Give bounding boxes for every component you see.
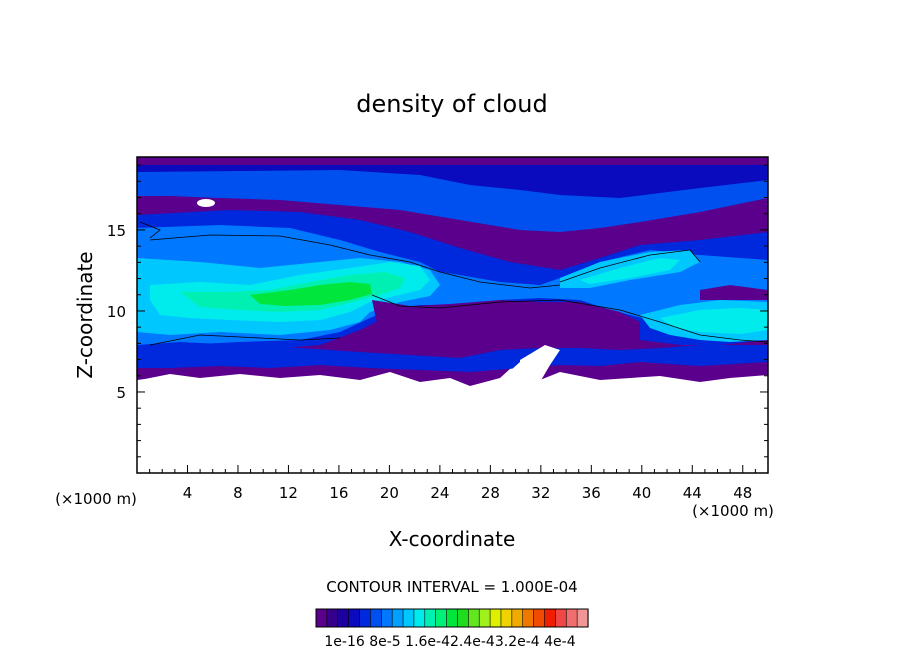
x-tick-label: 28 — [481, 484, 500, 502]
x-axis: 4 8 12 16 20 24 28 32 36 40 44 48 — [149, 465, 756, 502]
colorbar-swatch — [522, 608, 535, 628]
x-tick-label: 32 — [531, 484, 550, 502]
colorbar-swatch — [424, 608, 437, 628]
purple-intrusion — [372, 300, 640, 350]
colorbar-swatch — [391, 608, 404, 628]
colorbar-swatch — [511, 608, 524, 628]
x-tick-label: 20 — [380, 484, 399, 502]
colorbar-swatch — [413, 608, 426, 628]
plot-area — [137, 157, 768, 473]
purple-right-tongue — [700, 285, 768, 300]
x-unit-left: (×1000 m) — [55, 490, 137, 508]
colorbar-swatch — [348, 608, 361, 628]
colorbar-swatch — [500, 608, 513, 628]
right-aqua — [580, 258, 680, 284]
colorbar — [315, 608, 589, 628]
colorbar-swatch — [326, 608, 339, 628]
core-green — [250, 282, 372, 306]
colorbar-swatch — [576, 608, 589, 628]
right-lower-aqua — [660, 308, 768, 334]
colorbar-frame — [315, 608, 589, 628]
y-axis: 5 10 15 — [107, 164, 768, 458]
colorbar-swatch — [315, 608, 328, 628]
x-tick-label: 40 — [632, 484, 651, 502]
colorbar-swatch — [380, 608, 393, 628]
lower-blue — [137, 342, 768, 372]
colorbar-swatch — [337, 608, 350, 628]
colorbar-swatch — [446, 608, 459, 628]
x-tick-label: 48 — [733, 484, 752, 502]
colorbar-swatch — [468, 608, 480, 628]
x-axis-label: X-coordinate — [389, 527, 516, 551]
x-unit-right: (×1000 m) — [692, 502, 774, 520]
x-tick-label: 16 — [329, 484, 348, 502]
contour-lines — [139, 221, 768, 346]
x-tick-label: 4 — [183, 484, 193, 502]
colorbar-swatch — [402, 608, 415, 628]
contour-interval: CONTOUR INTERVAL = 1.000E-04 — [326, 578, 577, 596]
colorbar-swatch — [457, 608, 469, 628]
colorbar-swatch — [478, 608, 491, 628]
colorbar-swatch — [370, 608, 382, 628]
x-tick-label: 12 — [279, 484, 298, 502]
colorbar-swatch — [359, 608, 371, 628]
colorbar-swatch — [565, 608, 578, 628]
y-tick-label: 15 — [107, 222, 126, 240]
colorbar-swatch — [489, 608, 502, 628]
x-tick-label: 24 — [430, 484, 449, 502]
x-tick-label: 44 — [683, 484, 702, 502]
chart-title: density of cloud — [356, 90, 547, 118]
colorbar-swatch — [544, 608, 556, 628]
colorbar-swatch — [435, 608, 448, 628]
y-axis-label: Z-coordinate — [73, 251, 97, 378]
colorbar-swatch — [555, 608, 567, 628]
colorbar-swatch — [533, 608, 546, 628]
upper-light-blue — [137, 170, 768, 232]
colorbar-labels: 1e-16 8e-5 1.6e-42.4e-43.2e-4 4e-4 — [324, 634, 575, 650]
x-tick-label: 36 — [582, 484, 601, 502]
x-tick-label: 8 — [233, 484, 243, 502]
white-bottom — [137, 362, 768, 473]
y-tick-label: 5 — [116, 384, 126, 402]
y-tick-label: 10 — [107, 303, 126, 321]
